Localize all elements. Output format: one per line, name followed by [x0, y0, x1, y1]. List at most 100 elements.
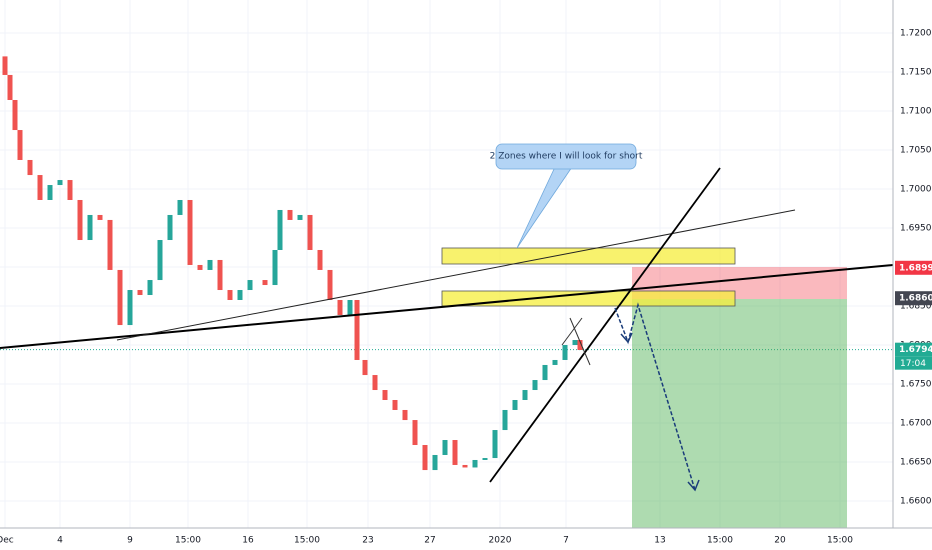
candle-body [562, 345, 568, 360]
candle-body [542, 364, 548, 381]
x-tick-label: 2020 [489, 536, 512, 546]
callout-text: 2 Zones where I will look for short [490, 152, 643, 162]
candle-body [67, 180, 73, 200]
price-axis [893, 0, 932, 550]
trend-line [489, 167, 721, 483]
candle-body [272, 249, 278, 286]
price-label-box [895, 260, 932, 275]
candle-body [412, 420, 418, 446]
pattern-line [569, 317, 591, 366]
candle-body [572, 340, 578, 346]
candle-body [482, 458, 488, 460]
candle-body [422, 445, 428, 471]
candle-body [17, 130, 23, 160]
candle-body [137, 290, 143, 296]
x-tick-label: 15:00 [175, 536, 201, 546]
price-label: 1.68990 [899, 263, 932, 273]
candle-body [97, 214, 103, 220]
x-tick-label: 4 [57, 536, 63, 546]
candle-body [117, 269, 123, 326]
candle-body [57, 180, 63, 186]
price-label-box [895, 291, 932, 306]
x-tick-label: 16 [242, 536, 254, 546]
pattern-line [561, 317, 583, 346]
candle-body [167, 214, 173, 241]
candle-body [432, 454, 438, 471]
arrow-head [620, 332, 633, 344]
candle-body [577, 340, 583, 350]
candle-body [147, 280, 153, 296]
y-tick-label: 1.68500 [900, 302, 932, 312]
candle-body [502, 409, 508, 431]
candle-body [372, 375, 378, 391]
x-tick-label: 20 [774, 536, 786, 546]
candle-body [317, 249, 323, 270]
candle-body [442, 440, 448, 455]
candle-body [157, 240, 163, 281]
candle-body [452, 440, 458, 465]
y-tick-label: 1.70500 [900, 145, 932, 155]
candle-body [7, 74, 13, 100]
candle-body [512, 399, 518, 410]
price-label: 1.68600 [899, 294, 932, 304]
x-tick-label: 23 [362, 536, 373, 546]
x-tick-label: 15:00 [827, 536, 853, 546]
candle-body [247, 280, 253, 291]
y-tick-label: 1.66500 [900, 458, 932, 468]
candles [2, 56, 583, 471]
candle-body [392, 399, 398, 410]
candle-body [532, 380, 538, 391]
trend-line [116, 209, 796, 341]
candle-body [127, 290, 133, 326]
candle-body [27, 159, 33, 176]
candle-body [462, 464, 468, 468]
candle-body [217, 259, 223, 291]
countdown-box [895, 356, 932, 370]
candle-body [277, 209, 283, 250]
y-tick-label: 1.72000 [900, 28, 932, 38]
candle-body [187, 199, 193, 265]
countdown: 17:04 [900, 359, 926, 369]
candle-body [307, 214, 313, 250]
candle-body [77, 199, 83, 241]
candle-body [337, 299, 343, 315]
candle-body [12, 99, 18, 131]
projection-arrow [614, 302, 696, 491]
axis-labels: 1.72000 1.71500 1.71000 1.70500 1.70000 1.695… [0, 28, 932, 546]
candle-body [207, 259, 213, 270]
supply-zone [441, 247, 736, 265]
candle-body [237, 290, 243, 300]
candle-body [227, 290, 233, 300]
candle-body [87, 214, 93, 241]
x-tick-label: 27 [424, 536, 435, 546]
x-tick-label: Dec [0, 536, 14, 546]
candle-body [37, 175, 43, 200]
x-tick-label: 9 [127, 536, 133, 546]
candle-body [382, 390, 388, 400]
candle-body [402, 409, 408, 421]
candle-body [522, 390, 528, 400]
candle-body [347, 299, 353, 315]
price-label: 1.67940 [899, 345, 932, 355]
candle-body [177, 199, 183, 215]
price-label-box [895, 342, 932, 357]
candle-body [362, 359, 368, 376]
target-zone [632, 299, 847, 528]
x-tick-label: 7 [563, 536, 569, 546]
y-tick-label: 1.71500 [900, 67, 932, 77]
candle-body [297, 214, 303, 220]
y-tick-label: 1.71000 [900, 106, 932, 116]
supply-zone [441, 290, 736, 307]
candle-body [107, 219, 113, 270]
y-tick-label: 1.66000 [900, 497, 932, 507]
arrow-head [687, 479, 700, 492]
x-tick-label: 15:00 [707, 536, 733, 546]
y-tick-label: 1.69500 [900, 224, 932, 234]
y-tick-label: 1.67500 [900, 380, 932, 390]
y-tick-label: 1.70000 [900, 185, 932, 195]
candle-body [2, 56, 8, 75]
candle-body [197, 264, 203, 270]
x-tick-label: 15:00 [294, 536, 320, 546]
candle-body [472, 459, 478, 468]
